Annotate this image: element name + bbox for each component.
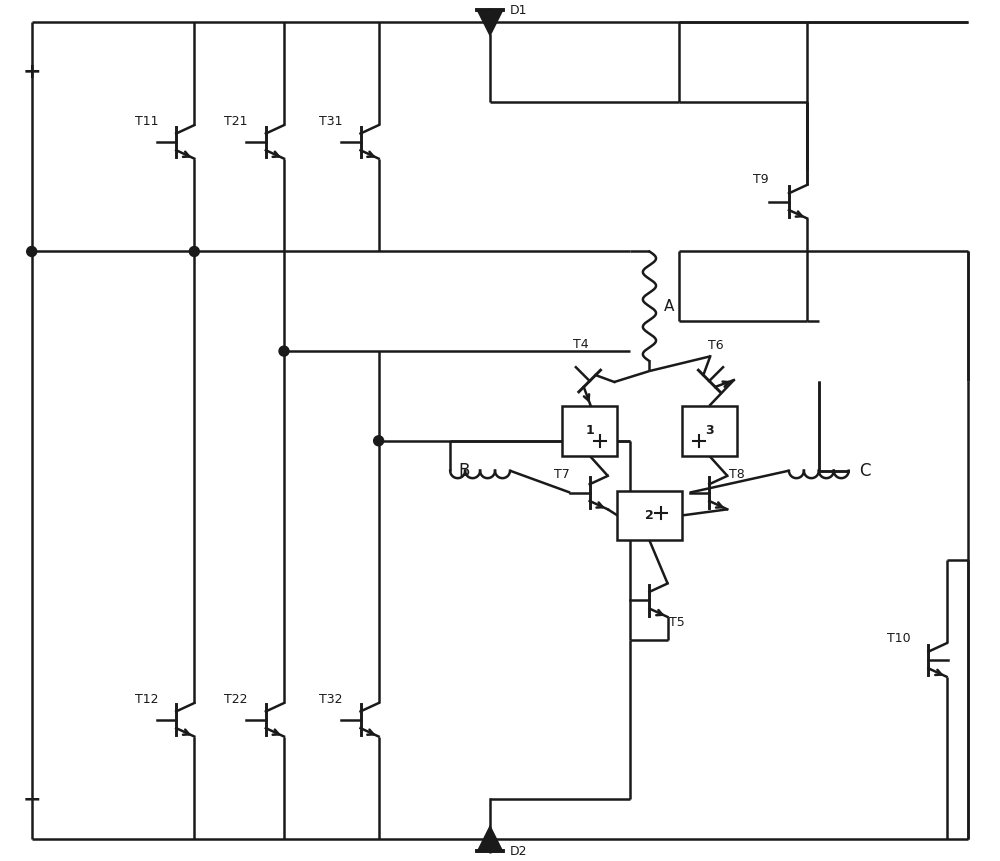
Text: T31: T31 xyxy=(319,115,342,128)
Text: 3: 3 xyxy=(705,424,714,437)
Circle shape xyxy=(27,246,37,257)
Text: −: − xyxy=(22,790,41,809)
Polygon shape xyxy=(478,10,502,34)
Text: T12: T12 xyxy=(135,693,158,706)
Circle shape xyxy=(374,436,384,446)
Text: T32: T32 xyxy=(319,693,342,706)
Bar xyxy=(617,491,682,541)
Text: T9: T9 xyxy=(753,173,769,186)
Circle shape xyxy=(279,346,289,356)
Text: T4: T4 xyxy=(573,338,589,351)
Text: A: A xyxy=(664,299,675,313)
Text: T6: T6 xyxy=(708,339,724,352)
Bar xyxy=(682,406,737,455)
Text: T7: T7 xyxy=(554,468,570,481)
Text: T10: T10 xyxy=(887,632,910,645)
Text: 2: 2 xyxy=(645,509,654,522)
Circle shape xyxy=(189,246,199,257)
Text: C: C xyxy=(859,461,870,480)
Text: +: + xyxy=(22,62,41,82)
Text: T22: T22 xyxy=(224,693,248,706)
Text: B: B xyxy=(459,461,470,480)
Bar xyxy=(562,406,617,455)
Text: 1: 1 xyxy=(585,424,594,437)
Text: T8: T8 xyxy=(729,468,745,481)
Text: D1: D1 xyxy=(510,3,527,17)
Text: T21: T21 xyxy=(224,115,248,128)
Text: T11: T11 xyxy=(135,115,158,128)
Text: D2: D2 xyxy=(510,845,527,858)
Text: T5: T5 xyxy=(669,616,685,629)
Polygon shape xyxy=(478,827,502,852)
